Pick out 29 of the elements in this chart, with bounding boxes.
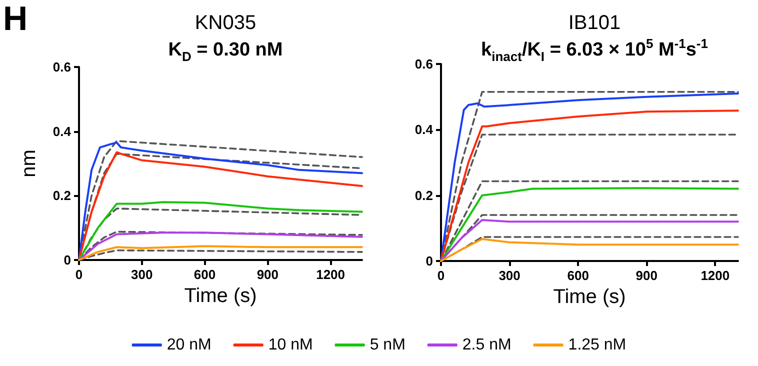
x-tick-label: 0 (75, 267, 83, 282)
legend-label: 2.5 nM (462, 336, 512, 354)
y-tick-label: 0.2 (414, 188, 433, 203)
x-tick-label: 0 (437, 268, 445, 283)
x-tick-label: 900 (636, 268, 658, 283)
y-axis-title: nm (18, 150, 40, 178)
y-tick-label: 0 (64, 252, 71, 268)
y-tick-label: 0.4 (414, 122, 434, 138)
legend-label: 5 nM (370, 336, 406, 354)
x-tick-label: 600 (567, 268, 589, 283)
legend-label: 1.25 nM (568, 336, 626, 354)
y-tick-label: 0.6 (52, 60, 71, 74)
x-tick-label: 1200 (700, 268, 730, 283)
x-tick-label: 300 (131, 267, 153, 282)
x-axis-title: Time (s) (553, 286, 626, 308)
x-tick-label: 900 (256, 267, 279, 282)
y-tick-label: 0.4 (52, 124, 72, 139)
x-tick-label: 1200 (316, 267, 346, 282)
x-tick-label: 600 (194, 267, 216, 282)
chart-title: KN035 (194, 12, 256, 34)
y-tick-label: 0.6 (414, 56, 433, 72)
legend-label: 10 nM (268, 336, 313, 354)
text: H (3, 0, 28, 38)
x-axis-title: Time (s) (184, 285, 257, 307)
chart-title: IB101 (568, 12, 621, 34)
y-tick-label: 0.2 (52, 188, 71, 204)
legend-label: 20 nM (166, 336, 212, 354)
y-tick-label: 0 (426, 254, 433, 268)
x-tick-label: 300 (498, 268, 520, 283)
